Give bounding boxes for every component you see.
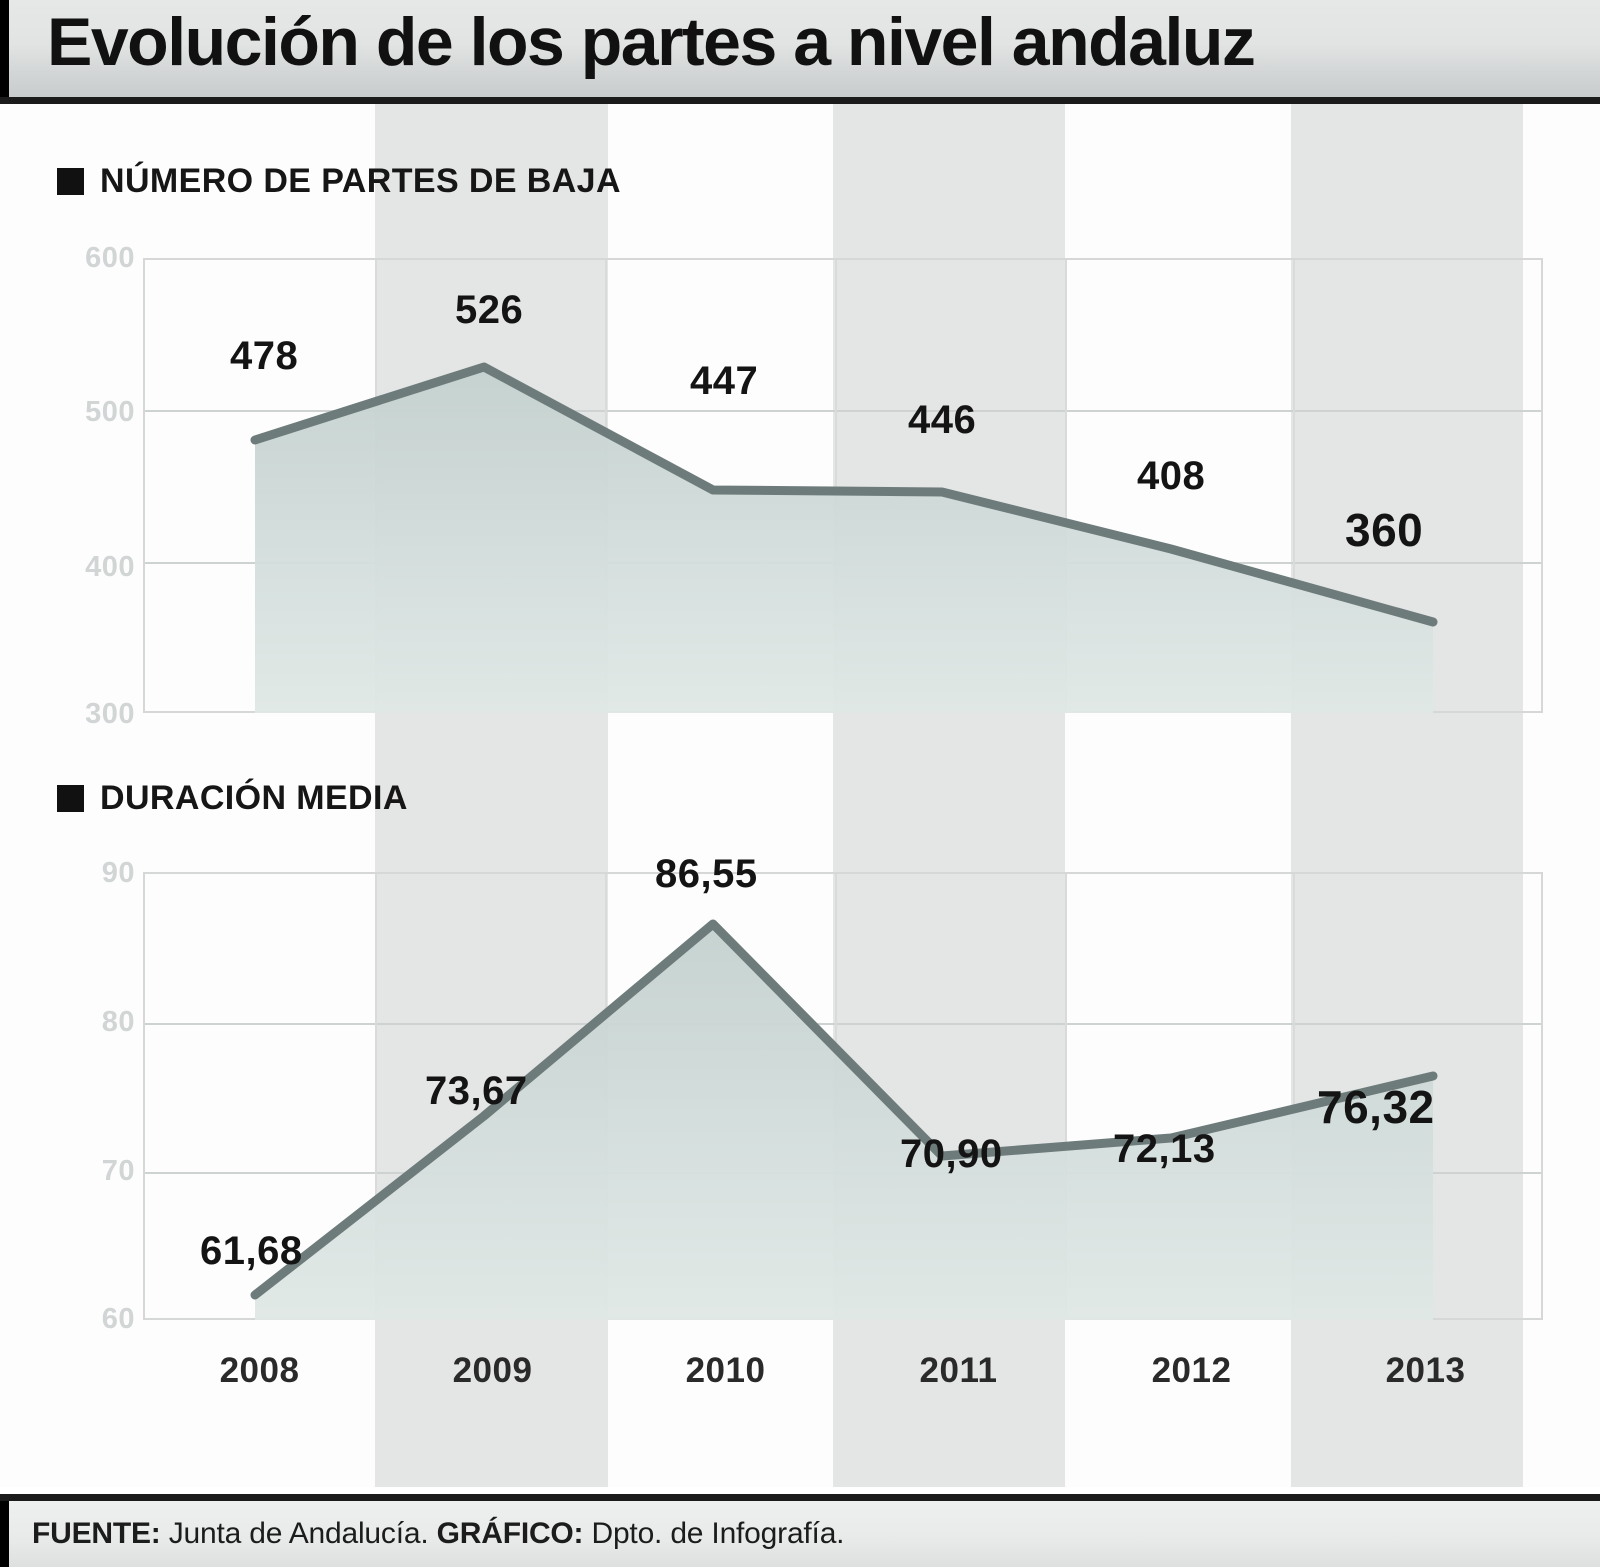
bullet-square-icon-2 (57, 785, 84, 812)
chart2-series-line (250, 919, 1438, 1320)
chart1-value-label-2013: 360 (1345, 504, 1424, 556)
ytick-chart2-80: 80 (101, 1006, 135, 1038)
footer-sep-1 (161, 1517, 169, 1550)
footer-credit-label: GRÁFICO: (436, 1517, 584, 1550)
chart1-gridline-500 (145, 410, 1541, 412)
x-axis-year-labels: 2008 2009 2010 2011 2012 2013 (143, 1353, 1543, 1388)
chart2-gridline-80 (145, 1023, 1541, 1025)
footer-source-value: Junta de Andalucía. (168, 1517, 429, 1550)
section-label-duracion-media: DURACIÓN MEDIA (100, 779, 408, 817)
footer-credit-value: Dpto. de Infografía. (591, 1517, 845, 1550)
chart1-vline-4 (1065, 260, 1067, 711)
xlabel-2012: 2012 (1151, 1351, 1232, 1390)
title-left-accent-bar (0, 0, 9, 97)
footer-left-accent-bar (0, 1501, 9, 1567)
xlabel-2009: 2009 (452, 1351, 533, 1390)
page-title: Evolución de los partes a nivel andaluz (47, 4, 1256, 80)
ytick-chart1-600: 600 (85, 242, 135, 274)
charts-board: NÚMERO DE PARTES DE BAJA 600 500 400 300 (0, 104, 1600, 1487)
chart1-value-label-2010: 447 (690, 359, 759, 403)
footer-sep-2 (428, 1517, 436, 1550)
chart1-value-label-2009: 526 (455, 288, 524, 332)
xlabel-2010: 2010 (685, 1351, 766, 1390)
section-label-numero-partes: NÚMERO DE PARTES DE BAJA (100, 162, 621, 200)
xlabel-2008: 2008 (219, 1351, 300, 1390)
section-heading-duracion-media: DURACIÓN MEDIA (57, 779, 408, 818)
bullet-square-icon (57, 168, 84, 195)
chart1-value-label-2012: 408 (1137, 454, 1206, 498)
chart1-series-line (250, 362, 1438, 713)
chart2-vline-4 (1065, 874, 1067, 1318)
chart2-value-label-2012: 72,13 (1113, 1127, 1216, 1171)
ytick-chart2-90: 90 (101, 857, 135, 889)
chart-numero-partes-de-baja: 600 500 400 300 (0, 104, 1600, 744)
chart2-value-label-2009: 73,67 (425, 1069, 528, 1113)
footer-bar: FUENTE: Junta de Andalucía. GRÁFICO: Dpt… (0, 1494, 1600, 1567)
chart1-vline-5 (1293, 260, 1295, 711)
ytick-chart2-70: 70 (101, 1155, 135, 1187)
ytick-chart1-400: 400 (85, 551, 135, 583)
chart2-value-label-2008: 61,68 (200, 1229, 303, 1273)
chart1-value-label-2008: 478 (230, 334, 299, 378)
chart2-vline-1 (375, 874, 377, 1318)
section-heading-numero-partes: NÚMERO DE PARTES DE BAJA (57, 162, 621, 201)
chart2-value-label-2010: 86,55 (655, 852, 758, 896)
ytick-chart1-300: 300 (85, 698, 135, 730)
chart2-value-label-2013: 76,32 (1317, 1081, 1435, 1133)
xlabel-2011: 2011 (919, 1351, 998, 1390)
chart-duracion-media: 90 80 70 60 (0, 744, 1600, 1487)
chart2-vline-5 (1293, 874, 1295, 1318)
chart1-vline-3 (835, 260, 837, 711)
chart1-value-label-2011: 446 (908, 398, 977, 442)
xlabel-2013: 2013 (1385, 1351, 1466, 1390)
ytick-chart1-500: 500 (85, 396, 135, 428)
chart2-value-label-2011: 70,90 (900, 1132, 1003, 1176)
footer-source-text: FUENTE: Junta de Andalucía. GRÁFICO: Dpt… (32, 1517, 845, 1551)
title-bar: Evolución de los partes a nivel andaluz (0, 0, 1600, 104)
footer-source-label: FUENTE: (32, 1517, 161, 1550)
ytick-chart2-60: 60 (101, 1303, 135, 1335)
